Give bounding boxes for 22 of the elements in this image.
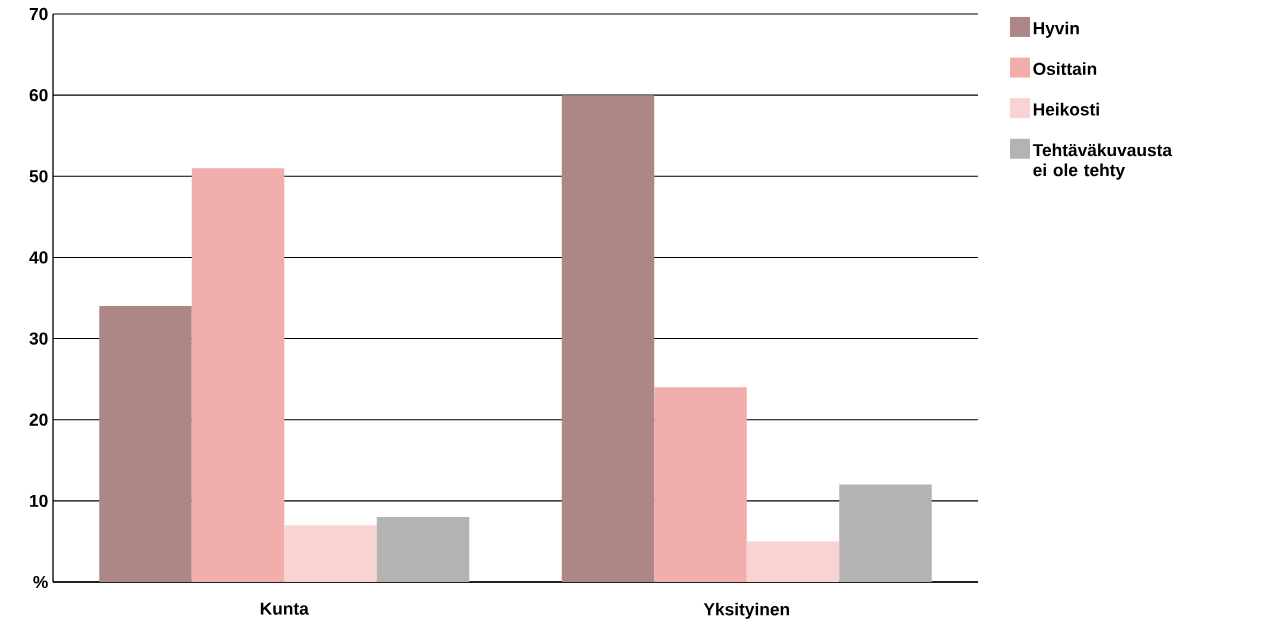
bar bbox=[561, 95, 655, 582]
bar bbox=[746, 541, 840, 582]
y-tick-label: 20 bbox=[29, 413, 48, 426]
y-tick-label: 30 bbox=[29, 332, 48, 345]
y-tick-label: 10 bbox=[30, 494, 48, 507]
y-tick-label: 50 bbox=[29, 170, 48, 183]
x-tick-label: Yksityinen bbox=[703, 602, 790, 619]
bar bbox=[839, 484, 932, 582]
bar bbox=[654, 387, 747, 582]
bar bbox=[376, 517, 470, 582]
y-tick-label: 70 bbox=[29, 7, 48, 21]
y-tick-label: % bbox=[33, 575, 48, 589]
y-tick-label: 40 bbox=[29, 251, 48, 264]
legend-label: Hyvin bbox=[1033, 21, 1079, 38]
legend-label: Tehtäväkuvausta ei ole tehty bbox=[1032, 143, 1173, 180]
y-tick-label: 60 bbox=[29, 89, 48, 102]
legend-label: Heikosti bbox=[1033, 102, 1099, 116]
x-tick-label: Kunta bbox=[260, 602, 309, 615]
bar bbox=[99, 306, 192, 582]
bar bbox=[191, 168, 285, 582]
bar bbox=[284, 525, 377, 582]
legend-label: Osittain bbox=[1033, 62, 1097, 75]
